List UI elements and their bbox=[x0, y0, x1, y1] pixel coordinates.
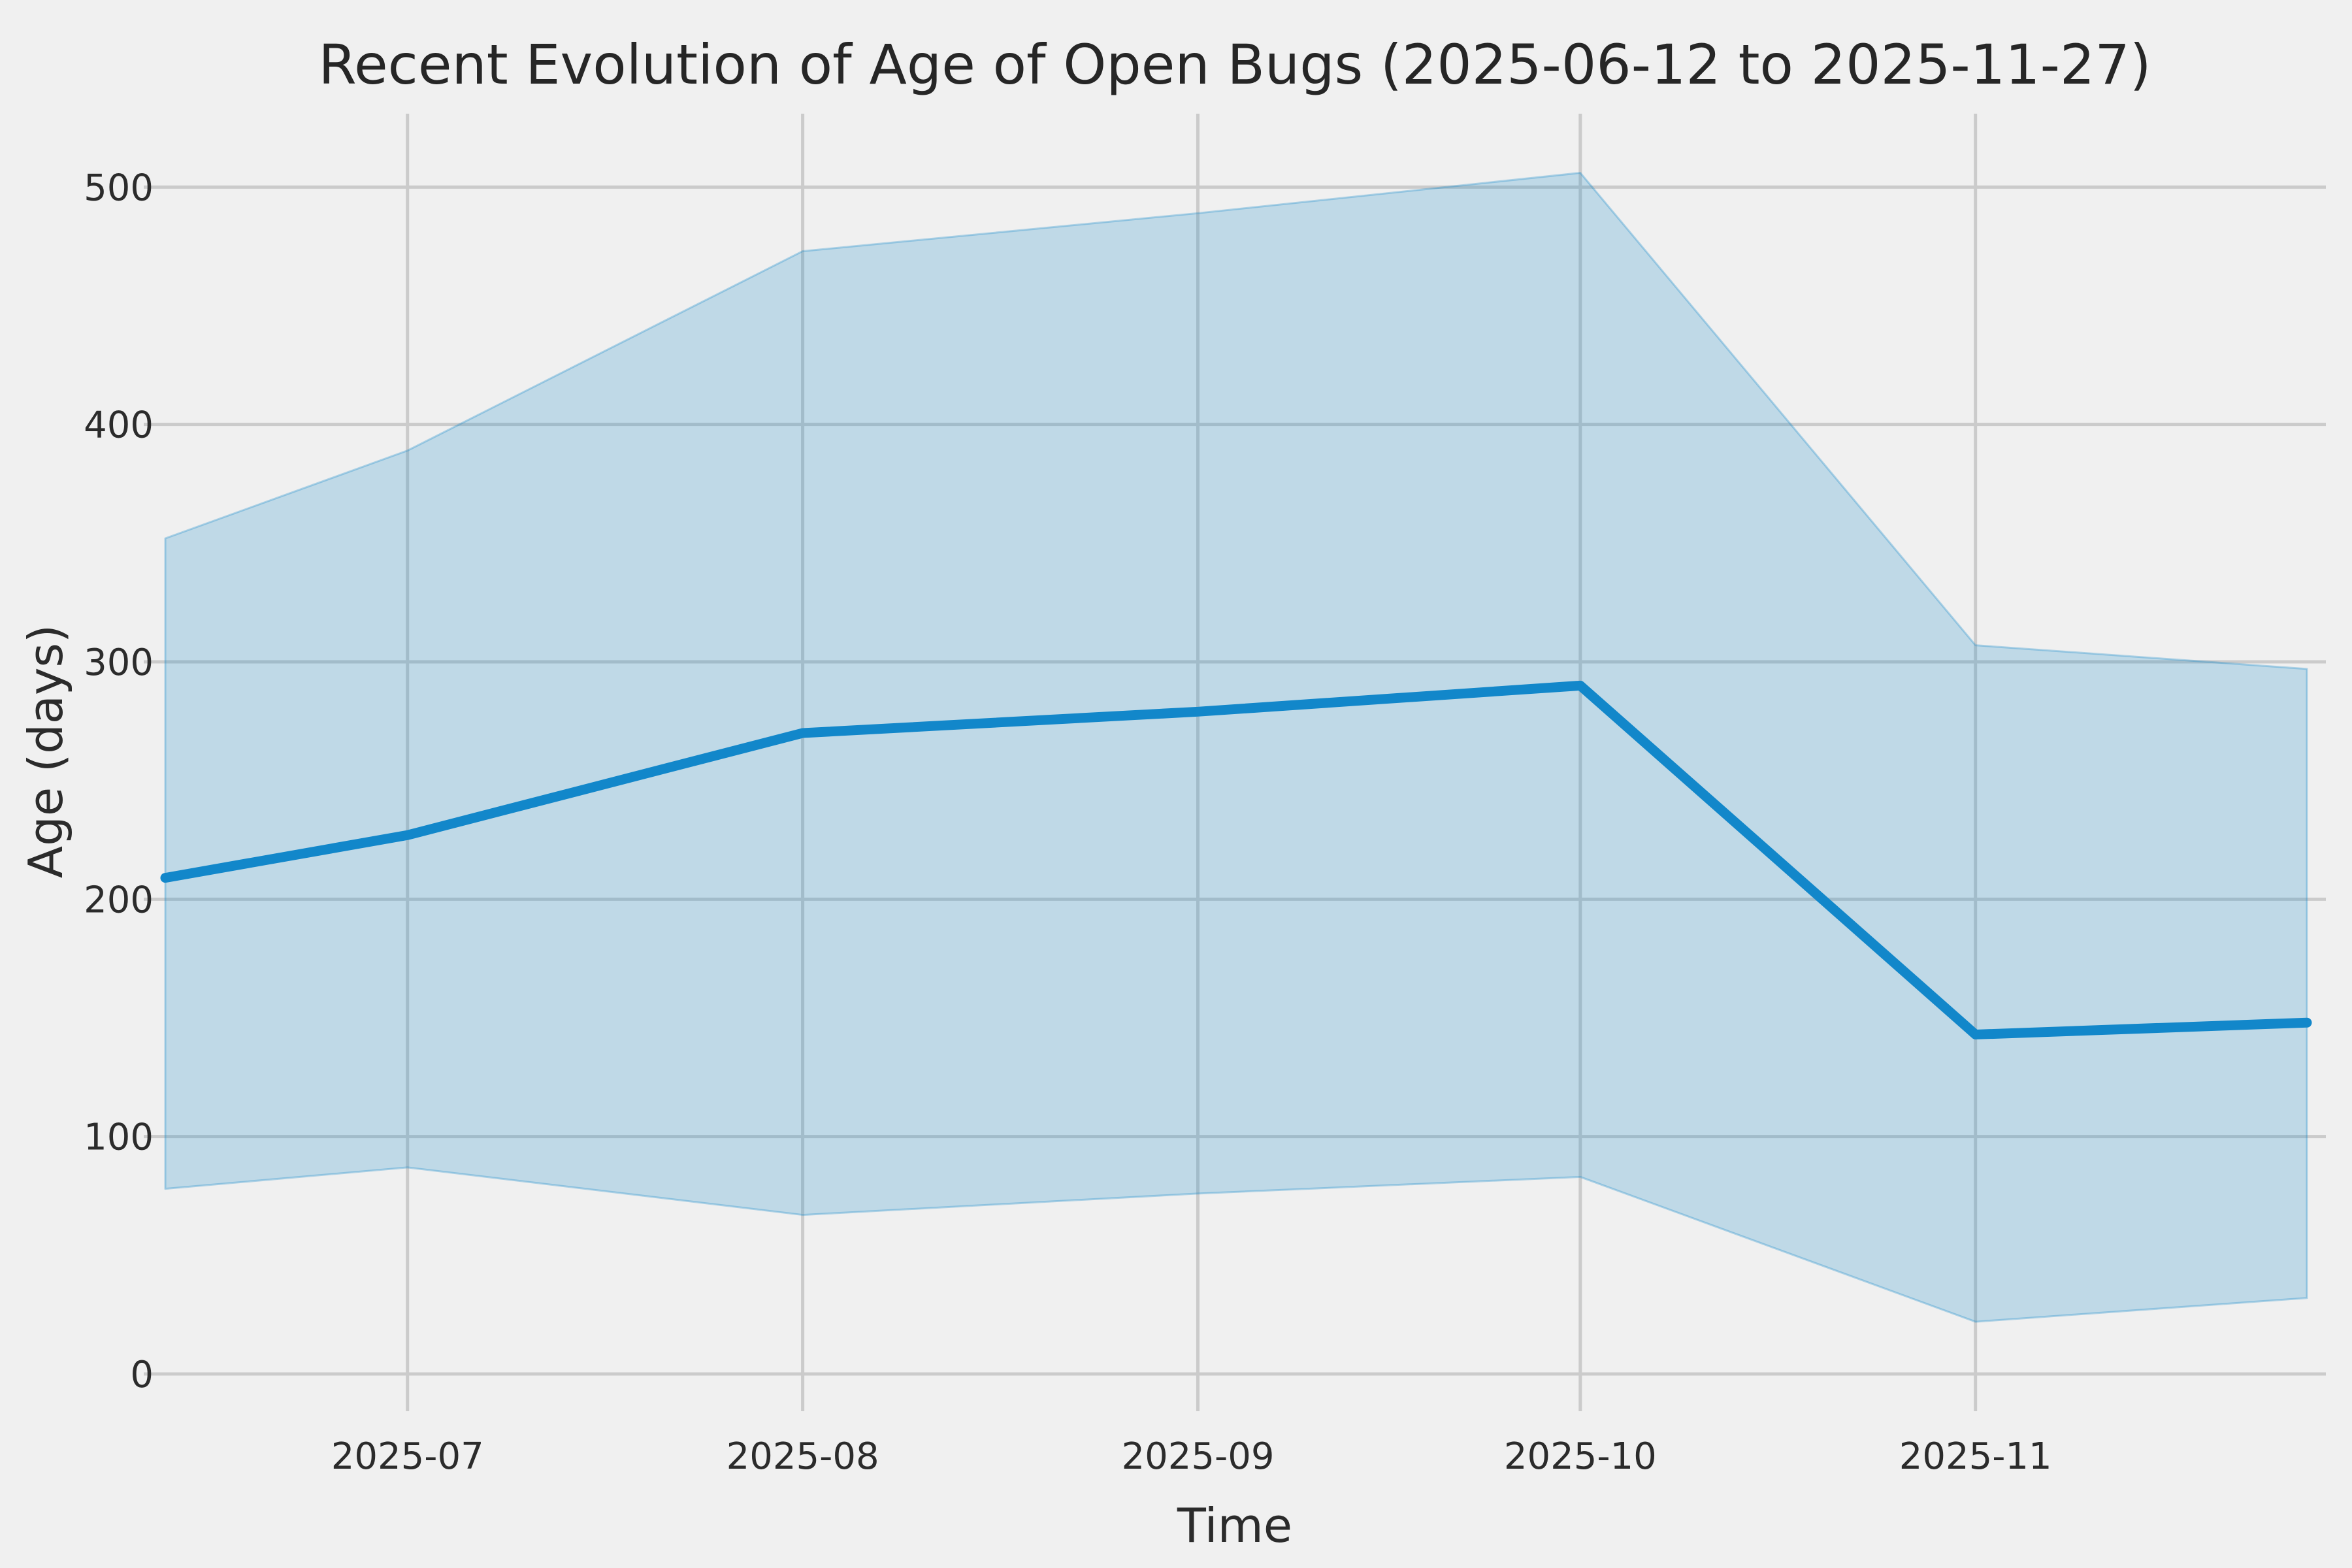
x-tick-label-2025-09: 2025-09 bbox=[1121, 1435, 1274, 1478]
x-tick-label-2025-10: 2025-10 bbox=[1504, 1435, 1657, 1478]
y-tick-label-400: 400 bbox=[84, 404, 154, 447]
median-line bbox=[160, 680, 2312, 1039]
x-tick-label-2025-11: 2025-11 bbox=[1899, 1435, 2052, 1478]
y-tick-label-0: 0 bbox=[130, 1354, 154, 1396]
y-tick-label-100: 100 bbox=[84, 1117, 154, 1159]
grid-layer bbox=[144, 114, 2326, 1411]
confidence-band bbox=[164, 172, 2308, 1323]
x-axis-label: Time bbox=[1177, 1498, 1292, 1553]
x-tick-label-2025-07: 2025-07 bbox=[331, 1435, 484, 1478]
confidence-band-layer bbox=[164, 172, 2308, 1323]
y-tick-label-200: 200 bbox=[84, 879, 154, 921]
y-tick-label-500: 500 bbox=[84, 167, 154, 209]
chart-title: Recent Evolution of Age of Open Bugs (20… bbox=[318, 33, 2151, 97]
y-tick-label-300: 300 bbox=[84, 642, 154, 684]
median-line-layer bbox=[160, 680, 2312, 1039]
tick-label-layer: 0 100 200 300 400 500 2025-07 2025-08 2025-09 202… bbox=[84, 167, 2052, 1478]
y-axis-label: Age (days) bbox=[18, 625, 73, 878]
x-tick-label-2025-08: 2025-08 bbox=[727, 1435, 879, 1478]
